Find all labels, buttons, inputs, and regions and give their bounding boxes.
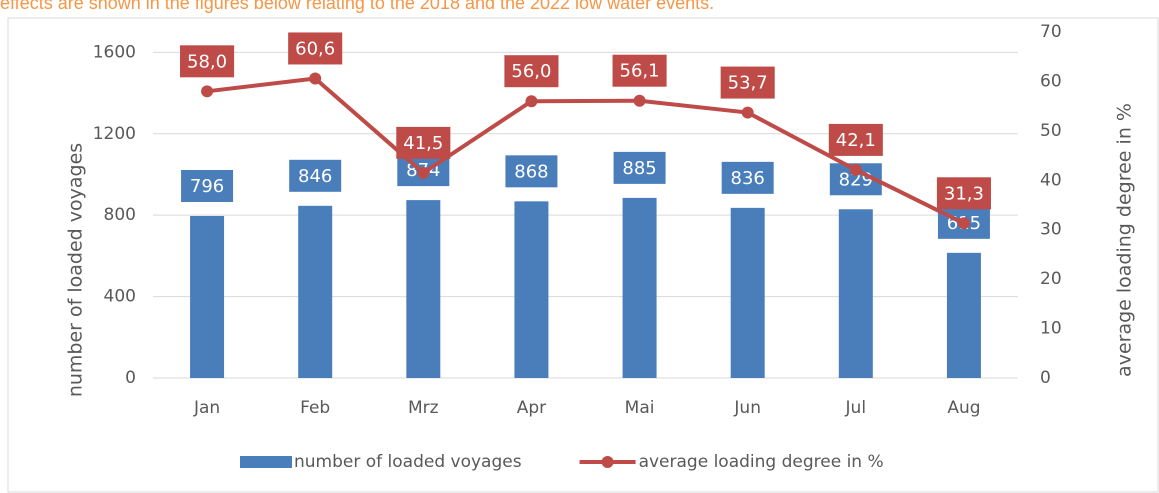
y-tick-label: 400 — [104, 287, 136, 307]
bar-label: 846 — [289, 159, 342, 192]
line-label: 42,1 — [828, 123, 883, 156]
y2-tick-label: 30 — [1040, 220, 1062, 240]
line-label-box — [288, 32, 343, 65]
bar-label: 868 — [505, 155, 558, 188]
bar-label-text: 846 — [298, 166, 332, 187]
legend-label: average loading degree in % — [639, 452, 884, 472]
bar — [838, 209, 873, 378]
line-label: 56,1 — [612, 54, 667, 87]
y2-tick-label: 60 — [1040, 71, 1062, 91]
bar — [946, 252, 981, 378]
line-label-box — [504, 55, 559, 88]
line-label: 41,5 — [396, 126, 451, 159]
line-label: 31,3 — [936, 177, 991, 210]
y-axis-label: number of loaded voyages — [65, 143, 87, 397]
line-label: 53,7 — [720, 66, 775, 99]
legend-swatch — [240, 456, 292, 468]
line-label-text: 41,5 — [403, 133, 443, 154]
y2-tick-label: 20 — [1040, 269, 1062, 289]
line-marker — [309, 72, 322, 85]
line-marker — [525, 95, 538, 108]
bar — [514, 201, 549, 378]
line-marker — [633, 94, 646, 107]
line-label-box — [936, 177, 991, 210]
line-marker — [201, 85, 214, 98]
bar-label: 885 — [613, 151, 666, 184]
x-tick-label: Jul — [845, 398, 867, 418]
x-tick-label: Apr — [517, 398, 546, 418]
bar-label-box — [181, 169, 234, 202]
y2-tick-label: 10 — [1040, 319, 1062, 339]
x-tick-label: Mrz — [408, 398, 439, 418]
bar-label: 836 — [721, 161, 774, 194]
chart-frame — [7, 17, 1159, 493]
line-label-box — [396, 126, 451, 159]
y2-tick-label: 40 — [1040, 170, 1062, 190]
y2-tick-label: 70 — [1040, 22, 1062, 42]
bar-label-text: 885 — [622, 158, 656, 179]
y-tick-label: 1200 — [93, 124, 136, 144]
line-label-text: 31,3 — [944, 183, 984, 204]
line-label-box — [828, 123, 883, 156]
line-label-text: 60,6 — [295, 38, 335, 59]
y-tick-label: 800 — [104, 205, 136, 225]
line-marker — [417, 166, 430, 179]
line — [206, 76, 965, 226]
line-label-box — [720, 66, 775, 99]
y-tick-label: 0 — [125, 368, 136, 388]
line-label: 60,6 — [288, 32, 343, 65]
bar — [190, 215, 225, 378]
line-label-text: 53,7 — [728, 73, 768, 94]
legend-label: number of loaded voyages — [294, 452, 522, 472]
bar-label: 796 — [181, 169, 234, 202]
caption: effects are shown in the figures below r… — [0, 0, 714, 13]
y2-tick-label: 0 — [1040, 368, 1051, 388]
line-label-text: 42,1 — [836, 130, 876, 151]
bar-label-text: 868 — [514, 161, 548, 182]
y-tick-label: 1600 — [93, 42, 136, 62]
line-label: 56,0 — [504, 55, 559, 88]
bar — [406, 200, 441, 378]
x-tick-label: Aug — [947, 398, 980, 418]
line-label-text: 56,1 — [620, 61, 660, 82]
line-marker — [849, 163, 862, 176]
legend-marker — [601, 456, 614, 468]
bar-label-box — [505, 155, 558, 188]
line-label-box — [612, 54, 667, 87]
bar-label-box — [721, 161, 774, 194]
line-marker — [741, 106, 754, 119]
bar — [298, 205, 333, 378]
bar-label-text: 796 — [190, 176, 224, 197]
bar-label-text: 836 — [731, 168, 765, 189]
y2-axis-label: average loading degree in % — [1114, 103, 1136, 377]
bar-label-box — [289, 159, 342, 192]
x-tick-label: Mai — [625, 398, 655, 418]
line-label-text: 56,0 — [511, 61, 551, 82]
y2-tick-label: 50 — [1040, 121, 1062, 141]
x-tick-label: Jan — [193, 398, 220, 418]
x-tick-label: Jun — [733, 398, 761, 418]
line-label-box — [180, 45, 235, 78]
bar — [622, 197, 657, 378]
bar-label-box — [613, 151, 666, 184]
line-label-text: 58,0 — [187, 51, 227, 72]
bar — [730, 207, 765, 378]
line-label: 58,0 — [180, 45, 235, 78]
x-tick-label: Feb — [300, 398, 330, 418]
line-marker — [957, 217, 970, 230]
